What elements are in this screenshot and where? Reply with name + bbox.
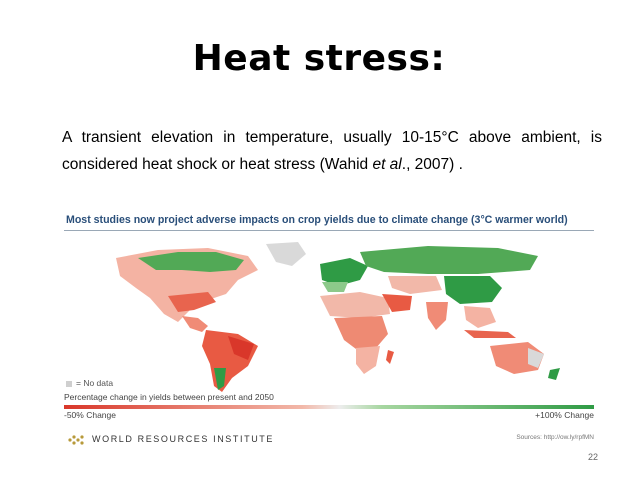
region-africa-central (334, 316, 388, 352)
body-text-segment-3: ., 2007) . (401, 156, 463, 173)
region-middle-east (382, 294, 412, 312)
region-china (444, 276, 502, 304)
region-russia (360, 246, 538, 274)
legend-max-label: +100% Change (535, 410, 594, 420)
body-line-1: A transient elevation in temperature, us… (62, 124, 602, 151)
region-brazil-east (228, 336, 254, 360)
legend-title: Percentage change in yields between pres… (64, 392, 274, 402)
slide-body-text: A transient elevation in temperature, us… (62, 124, 602, 178)
region-madagascar (386, 350, 394, 364)
world-map-image (116, 242, 560, 392)
no-data-swatch (66, 380, 72, 387)
region-new-zealand (548, 368, 560, 380)
region-south-cone (214, 368, 226, 390)
slide-title: Heat stress: (192, 38, 446, 79)
region-europe-south (322, 282, 348, 292)
figure-source: Sources: http://ow.ly/rpfMN (516, 434, 594, 441)
region-india (426, 302, 448, 330)
figure-title-rule (64, 230, 594, 231)
region-central-america (182, 316, 208, 332)
region-australia-east (528, 348, 544, 368)
region-canada (138, 252, 244, 272)
wri-logo-icon (68, 435, 84, 445)
region-indonesia (464, 330, 516, 338)
no-data-label: = No data (76, 378, 114, 388)
body-text-segment-1: A transient elevation in temperature, us… (62, 129, 602, 146)
region-europe (320, 258, 368, 286)
crop-yield-map-figure: Most studies now project adverse impacts… (62, 214, 598, 448)
region-central-asia (388, 276, 442, 294)
wri-credit: WORLD RESOURCES INSTITUTE (68, 434, 274, 445)
region-greenland (266, 242, 306, 266)
body-line-2: considered heat shock or heat stress (Wa… (62, 151, 602, 178)
page-number: 22 (588, 452, 599, 462)
legend-min-label: -50% Change (64, 410, 116, 420)
region-africa-south (356, 346, 380, 374)
region-southeast-asia (464, 306, 496, 328)
region-us-south (168, 292, 216, 312)
wri-name: WORLD RESOURCES INSTITUTE (92, 434, 275, 444)
body-text-italic: et al (372, 156, 402, 173)
no-data-legend: = No data (66, 378, 113, 388)
region-africa-north (320, 292, 390, 318)
body-text-segment-2: considered heat shock or heat stress (Wa… (62, 156, 373, 173)
legend-color-scale (64, 405, 594, 409)
figure-title: Most studies now project adverse impacts… (66, 214, 568, 226)
